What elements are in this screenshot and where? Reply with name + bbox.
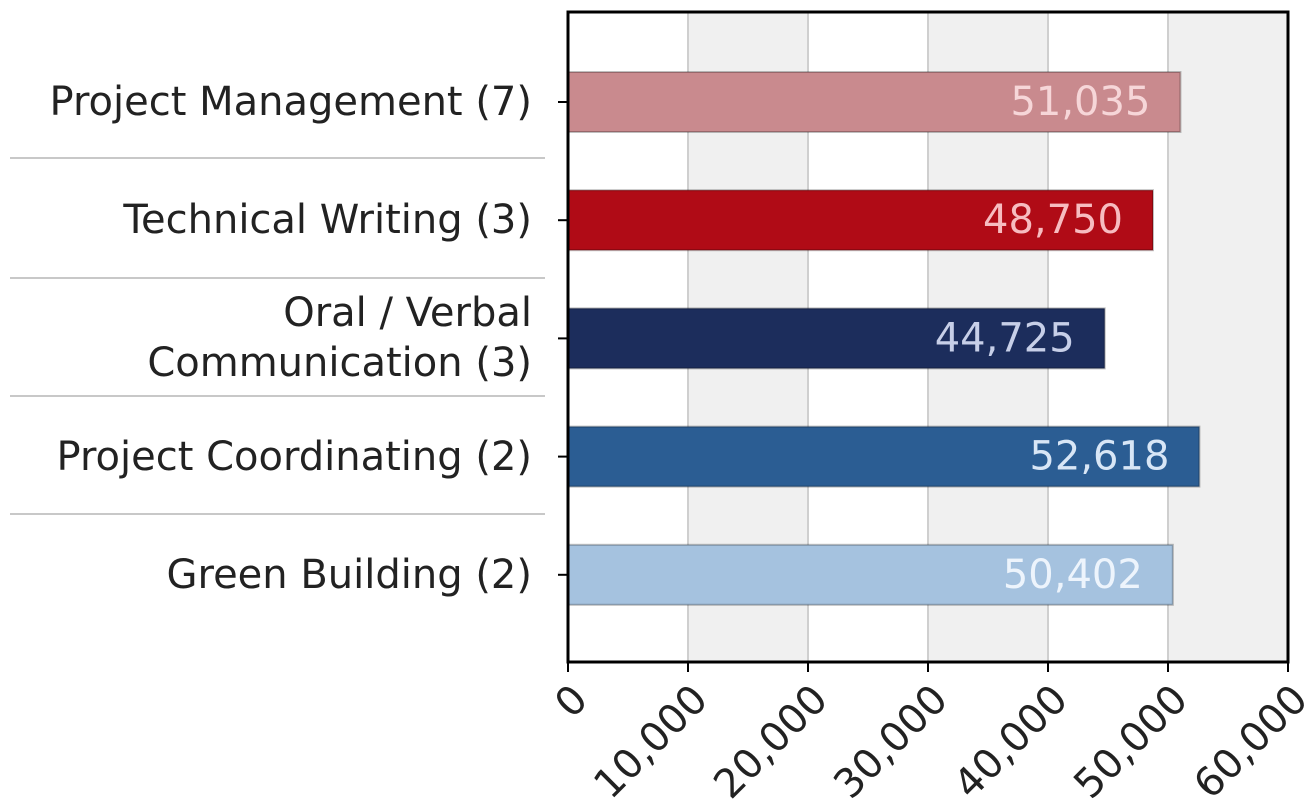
y-tick-label: Project Coordinating (2): [56, 433, 532, 480]
y-tick-label: Project Management (7): [49, 79, 532, 125]
value-label: 44,725: [935, 315, 1075, 361]
y-tick-label: Green Building (2): [166, 551, 533, 598]
grid-band: [1168, 12, 1288, 662]
value-label: 48,750: [983, 197, 1123, 243]
bar: [567, 189, 1154, 252]
bar: [567, 71, 1182, 133]
x-tick-label: 30,000: [825, 676, 956, 802]
separators: [10, 157, 545, 515]
bar: [567, 425, 1201, 488]
x-tick-label: 0: [546, 676, 597, 727]
value-label: 50,402: [1003, 552, 1143, 598]
y-tick-label: Technical Writing (3): [123, 197, 532, 244]
x-tick-label: 20,000: [705, 676, 836, 802]
y-tick-label: Oral / Verbal Communication (3): [147, 290, 532, 387]
x-tick-label: 60,000: [1185, 676, 1304, 802]
x-tick-label: 40,000: [945, 676, 1076, 802]
x-tick-label: 10,000: [585, 676, 716, 802]
bar: [567, 543, 1174, 606]
x-tick-label: 50,000: [1065, 676, 1196, 802]
plot-frame: [566, 10, 1290, 664]
value-label: 52,618: [1029, 434, 1169, 480]
value-label: 51,035: [1010, 79, 1150, 125]
